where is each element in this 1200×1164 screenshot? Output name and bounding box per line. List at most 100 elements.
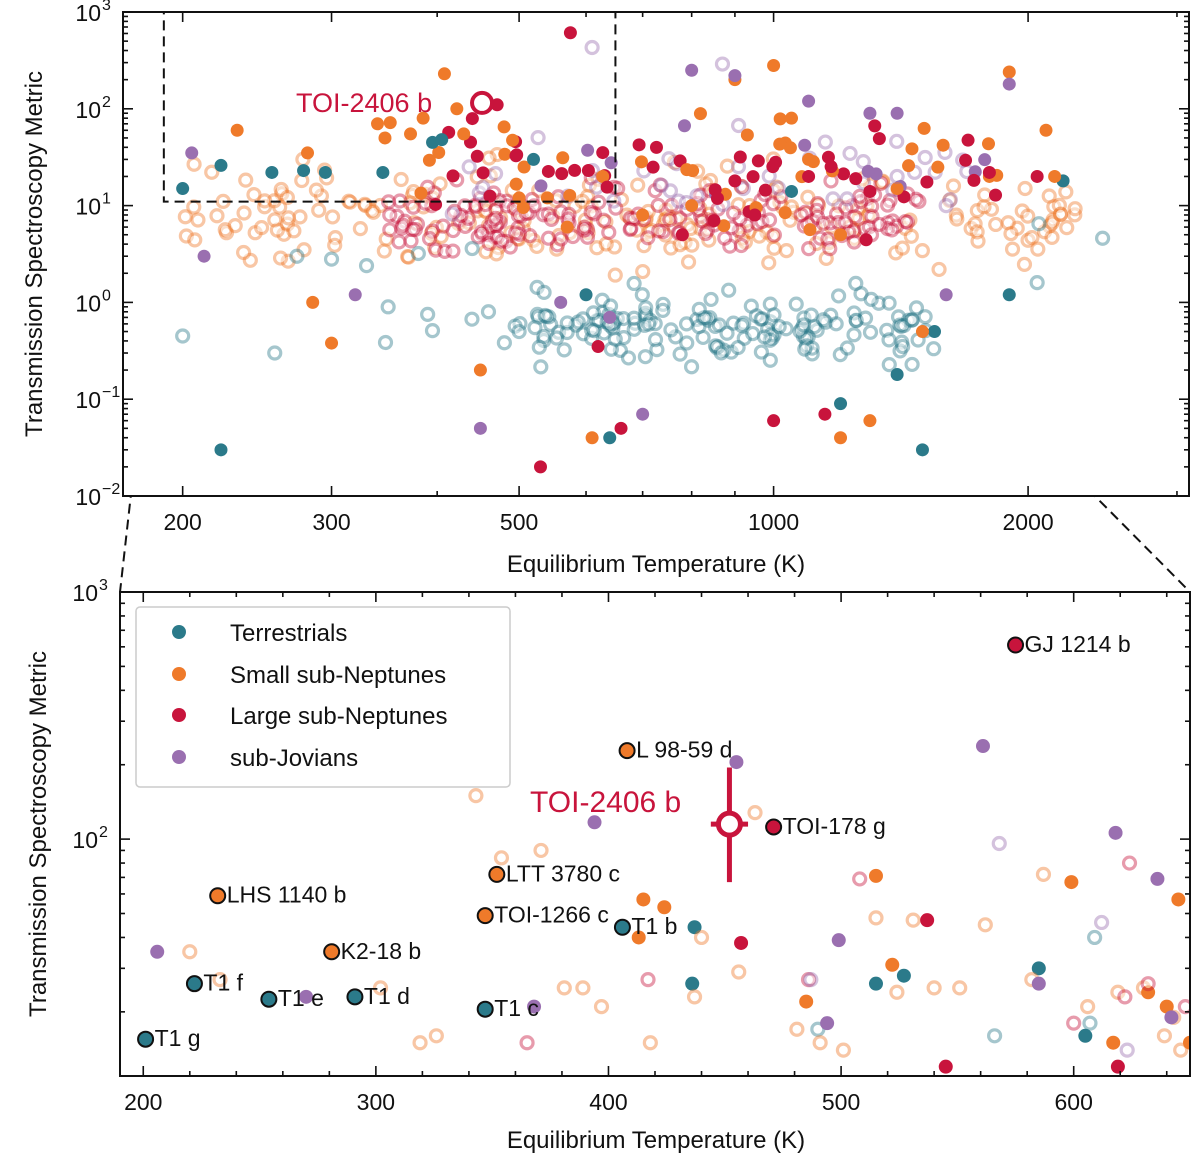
overview-point-large-faded xyxy=(395,217,411,233)
zoom-point-terrestrial xyxy=(868,976,883,991)
overview-point-jovian xyxy=(554,295,568,309)
overview-point-small-faded xyxy=(799,205,815,222)
zoom-labeled-planet-marker xyxy=(488,865,506,883)
zoom-planet-label: L 98-59 d xyxy=(636,737,732,763)
overview-point-terrestrial-faded xyxy=(796,317,812,333)
overview-point-small xyxy=(834,228,848,242)
legend-marker-small-sub-neptunes xyxy=(172,667,186,681)
overview-point-small-faded xyxy=(581,177,598,193)
overview-point-small-faded xyxy=(236,205,252,221)
overview-point-terrestrial-faded xyxy=(823,307,839,323)
overview-point-large-faded xyxy=(543,211,560,227)
overview-point-jovian-faded xyxy=(817,134,833,150)
zoom-point-terrestrial xyxy=(685,976,700,991)
overview-point-large xyxy=(967,173,981,187)
overview-point-small xyxy=(802,152,816,166)
overview-point-small-faded xyxy=(1036,224,1053,240)
overview-point-terrestrial-faded xyxy=(700,312,716,328)
overview-point-large xyxy=(675,228,689,242)
overview-point-terrestrial-faded xyxy=(626,321,642,337)
overview-point-terrestrial-faded xyxy=(507,318,523,334)
zoom-point-small-faded xyxy=(835,1042,852,1058)
overview-point-jovian xyxy=(863,106,877,120)
overview-point-terrestrial-faded xyxy=(863,291,879,307)
overview-point-small-faded xyxy=(598,214,614,230)
zoom-point-terrestrial-faded xyxy=(1087,929,1103,946)
overview-point-terrestrial-faded xyxy=(655,302,671,319)
overview-point-terrestrial-faded xyxy=(766,327,782,343)
zoom-x-tick-label: 200 xyxy=(124,1089,162,1115)
overview-point-terrestrial-faded xyxy=(904,312,920,328)
overview-point-small xyxy=(915,325,929,339)
overview-point-large-faded xyxy=(830,215,846,231)
overview-point-large-faded xyxy=(717,230,733,246)
overview-point-terrestrial-faded xyxy=(496,335,512,351)
zoom-point-terrestrial xyxy=(1078,1028,1093,1043)
overview-point-large-faded xyxy=(810,196,826,212)
overview-point-large-faded xyxy=(473,224,490,240)
overview-point-large xyxy=(959,153,973,167)
overview-point-large xyxy=(758,183,772,197)
overview-point-large-faded xyxy=(861,219,877,235)
overview-point-small-faded xyxy=(1030,241,1046,257)
overview-point-small-faded xyxy=(516,213,532,229)
overview-point-terrestrial-faded xyxy=(464,240,480,257)
overview-point-large-faded xyxy=(765,196,781,212)
overview-point-small-faded xyxy=(888,245,904,261)
overview-point-small xyxy=(498,147,512,161)
overview-point-small-faded xyxy=(477,203,493,219)
overview-point-large-faded xyxy=(838,200,854,216)
overview-point-terrestrial-faded xyxy=(1031,216,1047,232)
zoom-y-tick-label: 10 xyxy=(72,580,98,606)
overview-point-small-faded xyxy=(580,225,596,241)
overview-point-small-faded xyxy=(983,201,1000,217)
zoom-point-small-faded xyxy=(952,980,968,996)
overview-point-small-faded xyxy=(1044,215,1060,231)
overview-point-small-faded xyxy=(701,232,717,248)
overview-point-terrestrial-faded xyxy=(763,327,779,343)
overview-point-terrestrial-faded xyxy=(900,312,917,328)
overview-point-small-faded xyxy=(365,204,381,220)
overview-point-large-faded xyxy=(424,223,441,239)
overview-point-terrestrial-faded xyxy=(531,339,547,355)
overview-point-terrestrial-faded xyxy=(800,329,816,345)
overview-point-small xyxy=(517,160,531,174)
zoom-labeled-planet-marker xyxy=(765,818,783,836)
overview-point-large-faded xyxy=(583,205,599,221)
overview-point-large-faded xyxy=(382,207,398,223)
overview-point-terrestrial-faded xyxy=(464,311,480,327)
overview-point-small-faded xyxy=(692,220,708,236)
overview-point-small-faded xyxy=(1045,212,1061,228)
overview-point-large-faded xyxy=(822,215,838,231)
zoom-highlight-marker xyxy=(715,810,743,838)
overview-point-terrestrial-faded xyxy=(881,357,897,373)
overview-point-small-faded xyxy=(269,222,285,238)
overview-point-large-faded xyxy=(773,188,789,205)
overview-point-large-faded xyxy=(864,198,880,215)
overview-point-small xyxy=(432,146,446,160)
overview-point-jovian-faded xyxy=(917,149,933,166)
overview-point-terrestrial-faded xyxy=(707,318,723,335)
overview-point-jovian-faded xyxy=(461,159,477,175)
overview-point-large-faded xyxy=(864,208,880,224)
overview-point-large-faded xyxy=(481,235,497,252)
overview-point-terrestrial-faded xyxy=(511,323,527,340)
overview-point-jovian-faded xyxy=(475,179,491,195)
zoom-planet-label: LTT 3780 c xyxy=(506,860,620,886)
overview-point-small-faded xyxy=(766,240,782,256)
overview-point-jovian-faded xyxy=(938,198,954,214)
overview-point-terrestrial-faded xyxy=(529,279,545,295)
overview-point-large xyxy=(863,184,877,198)
zoom-points xyxy=(150,739,1190,1074)
overview-point-large-faded xyxy=(394,220,410,236)
overview-point-large-faded xyxy=(494,233,510,249)
overview-point-terrestrial-faded xyxy=(764,330,780,346)
zoom-point-small-faded xyxy=(731,964,747,980)
overview-point-jovian xyxy=(636,407,650,421)
overview-point-terrestrial-faded xyxy=(762,296,778,312)
overview-point-terrestrial-faded xyxy=(798,338,815,354)
overview-point-small-faded xyxy=(433,228,449,245)
overview-point-small-faded xyxy=(897,220,913,236)
overview-point-small-faded xyxy=(478,244,494,260)
overview-point-jovian xyxy=(677,119,691,133)
